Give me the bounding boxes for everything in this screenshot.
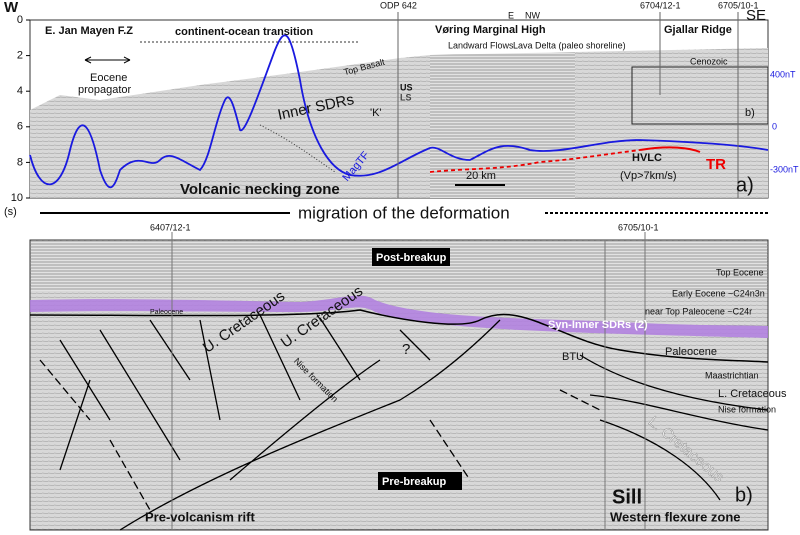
mag-curve	[29, 34, 769, 189]
dotted	[259, 124, 336, 173]
seismic	[575, 48, 768, 198]
label: 6705/10-1	[618, 222, 659, 232]
label: Eocene	[90, 72, 127, 84]
panel-a: W E. Jan Mayen F.Z continent-ocean trans…	[4, 0, 799, 218]
label: SE	[746, 7, 766, 24]
label: Maastrichtian	[705, 370, 759, 380]
faults	[59, 314, 769, 531]
inset-box	[631, 66, 769, 125]
y-tick-label: 8	[17, 156, 23, 168]
mag-tick: -300nT	[770, 164, 799, 174]
arrow	[84, 56, 131, 64]
y-tick-label: 6	[17, 121, 23, 133]
panel-b: 6407/12-1 6705/10-1 Post-breakup Top Eoc…	[29, 222, 787, 531]
label: Top Eocene	[716, 267, 764, 277]
label: Early Eocene ~C24n3n	[672, 288, 765, 298]
seismic	[430, 52, 575, 198]
label: Pre-breakup	[382, 476, 446, 488]
label: 6407/12-1	[150, 222, 191, 232]
label: Nise formation	[718, 404, 776, 414]
label: Vøring Marginal High	[435, 24, 546, 36]
label: propagator	[78, 84, 132, 96]
y-tick-label: 10	[11, 192, 23, 204]
label: Western flexure zone	[610, 509, 741, 524]
y-tick-label: 4	[17, 85, 23, 97]
label: BTU	[562, 351, 584, 363]
label: Lava Delta (paleo shoreline)	[513, 40, 626, 50]
label: b)	[735, 484, 753, 506]
axis-unit: (s)	[4, 206, 17, 218]
label: Sill	[612, 486, 642, 508]
label: TR	[706, 156, 726, 173]
label-box	[372, 248, 450, 266]
label: ODP 642	[380, 0, 417, 10]
label: 6704/12-1	[640, 0, 681, 10]
label: (Vp>7km/s)	[620, 170, 677, 182]
label: LS	[400, 92, 412, 102]
label: Syn-Inner SDRs (2)	[548, 319, 648, 331]
label: E. Jan Mayen F.Z	[45, 25, 133, 37]
sdr-layer	[30, 295, 768, 338]
hvlc-line	[429, 149, 641, 173]
label: Paleocene	[665, 346, 717, 358]
label: a)	[736, 174, 754, 196]
label: E	[508, 10, 514, 20]
label: 6705/10-1	[718, 0, 759, 10]
label: Landward Flows	[448, 40, 514, 50]
y-tick-label: 2	[17, 50, 23, 62]
label: Post-breakup	[376, 252, 447, 264]
label-box	[378, 472, 462, 490]
label: HVLC	[632, 152, 662, 164]
mag-tick: 400nT	[770, 69, 796, 79]
label: b)	[745, 107, 755, 119]
label: Pre-volcanism rift	[145, 509, 255, 524]
y-tick-label: 0	[17, 14, 23, 26]
mag-tick: 0	[772, 121, 777, 131]
label: W	[4, 0, 19, 16]
label: 20 km	[466, 170, 496, 182]
label: 'K'	[370, 107, 382, 119]
label: Paleocene	[150, 309, 183, 316]
label: continent-ocean transition	[175, 26, 313, 38]
label: ?	[402, 341, 410, 358]
label: Volcanic necking zone	[180, 181, 340, 198]
label: Cenozoic	[690, 56, 728, 66]
faults	[39, 359, 601, 511]
label: Gjallar Ridge	[664, 24, 732, 36]
tr-line	[639, 146, 701, 153]
label: NW	[525, 10, 540, 20]
horizon	[29, 309, 769, 363]
label: near Top Paleocene ~C24r	[645, 306, 752, 316]
label: US	[400, 82, 413, 92]
label: migration of the deformation	[298, 203, 510, 222]
label: L. Cretaceous	[718, 388, 787, 400]
